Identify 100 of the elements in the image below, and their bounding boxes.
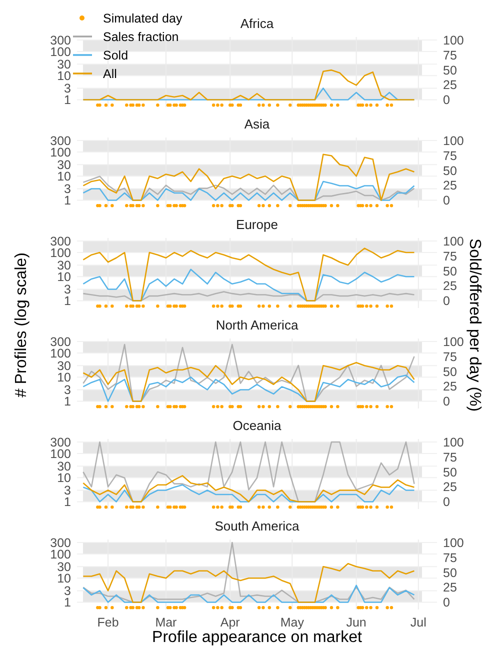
y2-tick-label: 50 bbox=[443, 465, 457, 480]
y2-tick-label: 0 bbox=[443, 93, 450, 108]
y2-tick-label: 100 bbox=[443, 234, 464, 248]
chart-title: Asia bbox=[244, 116, 270, 132]
y-tick-label: 30 bbox=[57, 560, 72, 574]
y-tick-label: 300 bbox=[50, 536, 72, 550]
line-series bbox=[82, 562, 415, 603]
y-tick-label: 1 bbox=[64, 394, 72, 409]
y2-tick-label: 25 bbox=[443, 480, 457, 494]
y2-tick-label: 100 bbox=[443, 536, 464, 550]
chart-title: Europe bbox=[236, 217, 278, 232]
y-tick-label: 30 bbox=[57, 158, 72, 172]
legend-label: Sales fraction bbox=[103, 30, 179, 44]
y-tick-label: 10 bbox=[57, 69, 72, 84]
y-tick-label: 30 bbox=[57, 359, 72, 373]
y-tick-label: 10 bbox=[57, 370, 72, 385]
y-tick-label: 100 bbox=[50, 446, 72, 461]
y2-tick-label: 75 bbox=[443, 350, 457, 364]
y2-tick-label: 100 bbox=[443, 334, 464, 349]
line-series bbox=[82, 176, 415, 201]
y2-tick-label: 25 bbox=[443, 279, 457, 294]
x-tick-label: Feb bbox=[97, 616, 119, 630]
y-tick-label: 30 bbox=[57, 460, 72, 474]
y-tick-label: 1 bbox=[64, 294, 72, 308]
y2-tick-label: 50 bbox=[443, 264, 457, 278]
y2-tick-label: 0 bbox=[443, 294, 450, 308]
x-tick-label: Mar bbox=[155, 616, 177, 630]
y2-tick-label: 100 bbox=[443, 33, 464, 48]
line-series bbox=[82, 374, 415, 402]
y-tick-label: 100 bbox=[50, 246, 72, 260]
line-series bbox=[82, 291, 415, 302]
y-tick-label: 300 bbox=[50, 234, 72, 248]
x-tick-label: May bbox=[280, 616, 305, 630]
y-tick-label: 1 bbox=[64, 596, 72, 610]
y-tick-label: 30 bbox=[57, 258, 72, 272]
y2-axis-title: Sold/offered per day (%) bbox=[466, 238, 483, 412]
y-tick-label: 300 bbox=[50, 33, 72, 48]
y-tick-label: 3 bbox=[64, 282, 72, 297]
y2-tick-label: 50 bbox=[443, 164, 457, 178]
y-tick-label: 3 bbox=[64, 584, 72, 598]
y2-tick-label: 25 bbox=[443, 78, 457, 92]
y-tick-label: 100 bbox=[50, 346, 72, 360]
y2-tick-label: 0 bbox=[443, 194, 450, 208]
y-tick-label: 300 bbox=[50, 435, 72, 450]
line-series bbox=[82, 362, 415, 402]
legend-label: Sold bbox=[103, 48, 128, 62]
y-tick-label: 100 bbox=[50, 44, 72, 59]
y-tick-label: 1 bbox=[64, 495, 72, 510]
line-series bbox=[82, 542, 415, 603]
y2-tick-label: 50 bbox=[443, 63, 457, 78]
legend-label: Simulated day bbox=[103, 11, 183, 26]
y-axis-title: # Profiles (log scale) bbox=[13, 252, 30, 398]
y2-tick-label: 25 bbox=[443, 380, 457, 394]
y-tick-label: 1 bbox=[64, 93, 72, 108]
y2-tick-label: 0 bbox=[443, 596, 450, 610]
y2-tick-label: 0 bbox=[443, 495, 450, 510]
line-series bbox=[82, 344, 415, 402]
x-tick-label: Jul bbox=[410, 616, 426, 630]
line-series bbox=[82, 154, 415, 201]
y2-tick-label: 75 bbox=[443, 249, 457, 264]
y2-tick-label: 75 bbox=[443, 450, 457, 464]
x-tick-label: Jun bbox=[346, 616, 366, 630]
y-tick-label: 100 bbox=[50, 547, 72, 562]
y2-tick-label: 75 bbox=[443, 550, 457, 565]
y2-tick-label: 0 bbox=[443, 394, 450, 409]
y-tick-label: 1 bbox=[64, 194, 72, 208]
y2-tick-label: 100 bbox=[443, 435, 464, 450]
y-tick-label: 300 bbox=[50, 334, 72, 349]
y2-tick-label: 50 bbox=[443, 566, 457, 580]
y-tick-label: 10 bbox=[57, 471, 72, 486]
y-tick-label: 300 bbox=[50, 134, 72, 148]
y2-tick-label: 25 bbox=[443, 580, 457, 595]
line-series bbox=[82, 584, 415, 603]
x-tick-label: Apr bbox=[220, 616, 240, 630]
y-tick-label: 3 bbox=[64, 182, 72, 196]
y2-tick-label: 100 bbox=[443, 134, 464, 148]
y2-tick-label: 75 bbox=[443, 148, 457, 163]
y-tick-label: 10 bbox=[57, 572, 72, 586]
y-tick-label: 3 bbox=[64, 484, 72, 498]
y2-tick-label: 75 bbox=[443, 48, 457, 62]
chart-title: South America bbox=[214, 518, 300, 534]
y-tick-label: 10 bbox=[57, 170, 72, 184]
chart-title: Africa bbox=[240, 16, 274, 31]
line-series bbox=[82, 484, 415, 502]
x-axis-title: Profile appearance on market bbox=[152, 629, 362, 646]
line-series bbox=[82, 268, 415, 302]
y-tick-label: 100 bbox=[50, 145, 72, 160]
y2-tick-label: 25 bbox=[443, 178, 457, 193]
line-series bbox=[82, 248, 415, 302]
line-series bbox=[82, 69, 415, 100]
y-tick-label: 3 bbox=[64, 383, 72, 398]
y-tick-label: 30 bbox=[57, 58, 72, 72]
line-series bbox=[82, 475, 415, 502]
y-tick-label: 3 bbox=[64, 82, 72, 96]
y-tick-label: 10 bbox=[57, 270, 72, 284]
chart-title: Oceania bbox=[232, 418, 282, 433]
legend-label: All bbox=[103, 66, 117, 81]
line-series bbox=[82, 441, 415, 502]
line-series bbox=[82, 180, 415, 201]
chart-title: North America bbox=[216, 318, 299, 332]
